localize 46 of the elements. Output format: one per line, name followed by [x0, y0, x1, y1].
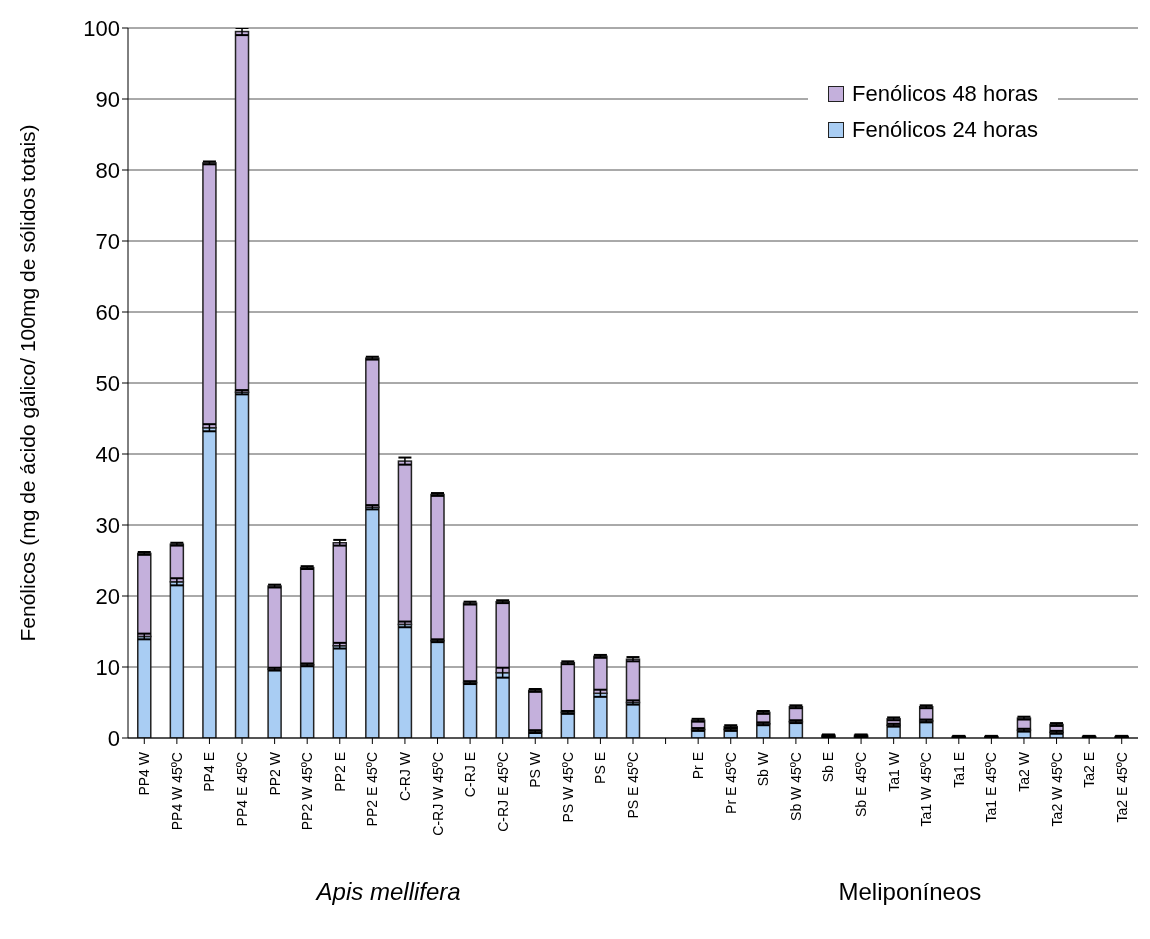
x-tick-label: PP4 E — [201, 752, 218, 792]
x-tick-label: PP4 W — [136, 751, 153, 796]
x-tick-label: Sb W 45ºC — [787, 752, 804, 821]
legend-label: Fenólicos 48 horas — [852, 81, 1038, 107]
text: Meliponíneos — [837, 878, 983, 906]
y-tick-label: 50 — [95, 370, 120, 396]
x-tick-label: PS W 45ºC — [559, 752, 576, 823]
x-tick-label: Pr E — [690, 752, 707, 780]
x-tick-label: PS E — [592, 752, 609, 784]
x-tick-label: Sb E — [820, 752, 837, 783]
y-axis-title: Fenólicos (mg de ácido gálico/ 100mg de sólidos totais) — [16, 124, 40, 642]
y-tick-label: 10 — [95, 654, 120, 680]
x-tick-label: Ta1 W 45ºC — [918, 752, 935, 827]
x-tick-label: C-RJ W 45ºC — [429, 752, 446, 836]
x-tick-label: C-RJ E — [462, 752, 479, 798]
x-tick-label: PP2 E — [331, 752, 348, 792]
x-tick-label: Ta2 W — [1015, 751, 1032, 792]
y-tick-label: 60 — [95, 299, 120, 325]
y-tick-label: 20 — [95, 583, 120, 609]
x-tick-label: PP4 W 45ºC — [168, 752, 185, 831]
y-tick-label: 80 — [95, 157, 120, 183]
x-tick-label: C-RJ W — [396, 751, 413, 801]
x-tick-label: PS E 45ºC — [625, 752, 641, 819]
x-tick-label: C-RJ E 45ºC — [494, 752, 511, 832]
x-tick-label: Sb W — [755, 751, 772, 787]
y-tick-label: 40 — [95, 441, 120, 467]
x-tick-label: Sb E 45ºC — [853, 752, 870, 818]
x-tick-label: Ta1 E 45ºC — [983, 752, 1000, 823]
x-tick-label: Ta2 W 45ºC — [1048, 752, 1065, 827]
legend-label: Fenólicos 24 horas — [852, 117, 1038, 143]
y-tick-label: 100 — [83, 15, 120, 41]
x-tick-label: PP2 E 45ºC — [364, 752, 381, 827]
y-tick-label: 0 — [107, 725, 120, 751]
x-tick-label: Ta1 W — [885, 751, 902, 792]
x-tick-label: PP2 W 45ºC — [299, 752, 316, 831]
x-tick-label: Pr E 45ºC — [722, 752, 739, 814]
x-tick-label: PP4 E 45ºC — [234, 752, 251, 827]
y-tick-label: 90 — [95, 86, 120, 112]
x-tick-label: Ta2 E — [1081, 752, 1098, 788]
y-tick-label: 30 — [95, 512, 120, 538]
x-tick-label: Ta1 E — [950, 752, 967, 788]
x-tick-label: PP2 W — [266, 751, 283, 796]
text: Apis mellifera — [314, 878, 462, 906]
x-tick-label: Ta2 E 45ºC — [1113, 752, 1130, 823]
x-tick-label: PS W — [527, 751, 544, 788]
y-tick-label: 70 — [95, 228, 120, 254]
